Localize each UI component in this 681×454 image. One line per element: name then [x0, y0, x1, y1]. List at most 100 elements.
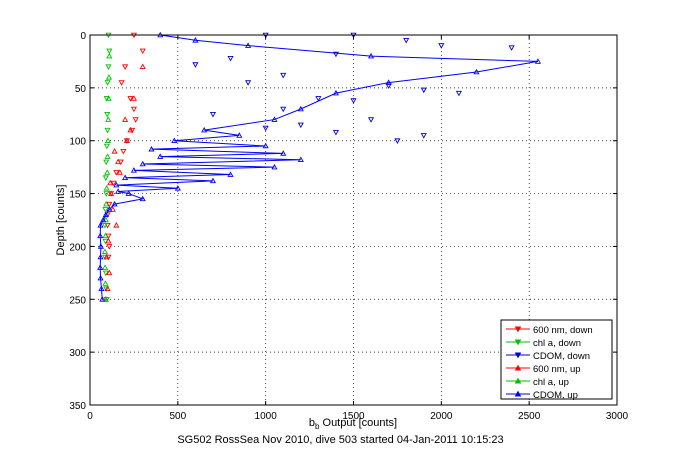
x-tick-label: 1500 — [342, 411, 365, 422]
data-point — [106, 269, 113, 276]
data-point — [473, 68, 480, 75]
data-point — [97, 253, 104, 260]
data-point — [116, 169, 123, 175]
data-point — [102, 296, 109, 302]
data-point — [350, 98, 357, 104]
data-point — [171, 137, 178, 144]
data-point — [103, 253, 110, 260]
data-point — [105, 64, 112, 70]
x-tick-label: 3000 — [606, 411, 629, 422]
data-point — [103, 159, 110, 166]
series-group — [101, 52, 113, 302]
data-point — [106, 52, 113, 59]
y-tick-label: 350 — [69, 401, 86, 412]
data-point — [139, 63, 146, 70]
data-point — [139, 48, 146, 55]
data-point — [209, 111, 217, 118]
y-tick-label: 300 — [69, 348, 86, 359]
data-point — [115, 188, 122, 194]
legend-marker — [514, 364, 522, 371]
data-point — [103, 286, 110, 292]
data-point — [111, 200, 118, 207]
data-point — [132, 117, 139, 123]
series-group — [97, 31, 542, 302]
data-point — [113, 181, 120, 188]
data-point — [280, 106, 287, 113]
data-point — [102, 175, 109, 181]
x-tick-label: 0 — [87, 411, 93, 422]
data-point — [118, 80, 125, 86]
data-point — [315, 96, 322, 102]
legend-label: 600 nm, down — [533, 325, 593, 336]
data-point — [102, 254, 109, 261]
figure-caption: SG502 RossSea Nov 2010, dive 503 started… — [177, 434, 504, 446]
data-point — [104, 111, 111, 118]
data-point — [102, 264, 109, 270]
x-axis-ticks: 0 500 1000 1500 2000 2500 3000 — [87, 35, 629, 422]
data-point — [332, 129, 339, 136]
data-point — [130, 167, 137, 173]
x-axis-label: bb Output [counts] — [309, 417, 397, 431]
data-point — [97, 222, 104, 228]
data-point — [109, 206, 116, 212]
data-point — [104, 137, 111, 144]
y-axis-label: Depth [counts] — [55, 185, 67, 256]
x-tick-label: 1000 — [255, 411, 278, 422]
y-tick-label: 100 — [69, 137, 86, 148]
data-point — [385, 83, 392, 89]
data-point — [508, 45, 515, 51]
data-point — [98, 285, 105, 292]
legend-box — [500, 319, 613, 400]
data-point — [122, 174, 129, 181]
data-point — [385, 79, 392, 85]
data-point — [113, 170, 120, 176]
data-point — [130, 95, 137, 101]
data-point — [245, 80, 252, 86]
data-point — [236, 132, 243, 138]
data-point — [99, 296, 106, 302]
data-point — [262, 142, 269, 149]
data-point — [157, 153, 164, 159]
legend-marker — [514, 339, 522, 346]
data-series — [97, 31, 542, 303]
data-point — [368, 52, 375, 59]
data-point — [105, 95, 112, 101]
data-point — [101, 248, 108, 255]
y-tick-label: 0 — [80, 31, 86, 42]
data-point — [97, 264, 104, 270]
data-point — [103, 143, 110, 150]
data-point — [105, 254, 112, 261]
data-point — [368, 117, 375, 123]
data-point — [106, 48, 113, 55]
data-point — [107, 179, 114, 186]
data-point — [106, 201, 113, 208]
data-point — [139, 160, 146, 167]
data-point — [129, 127, 136, 134]
data-point — [201, 126, 208, 133]
data-point — [403, 37, 410, 44]
legend-marker — [514, 377, 522, 384]
data-point — [245, 42, 252, 48]
data-point — [105, 74, 113, 80]
data-point — [110, 180, 117, 187]
legend-marker — [514, 326, 522, 333]
data-point — [120, 148, 127, 155]
data-point — [227, 55, 234, 62]
data-point — [104, 127, 111, 134]
y-tick-label: 250 — [69, 295, 86, 306]
data-point — [103, 185, 110, 191]
data-point — [104, 153, 111, 159]
data-point — [102, 270, 109, 277]
data-point — [455, 90, 462, 97]
data-point — [332, 89, 339, 96]
data-point — [127, 96, 134, 102]
data-point — [103, 296, 110, 303]
data-point — [192, 37, 199, 43]
data-point — [102, 232, 109, 239]
data-point — [297, 122, 304, 129]
y-axis-ticks: 0 50 100 150 200 250 300 350 — [69, 31, 617, 412]
data-point — [174, 185, 181, 191]
data-point — [102, 211, 109, 218]
y-tick-label: 200 — [69, 242, 86, 253]
